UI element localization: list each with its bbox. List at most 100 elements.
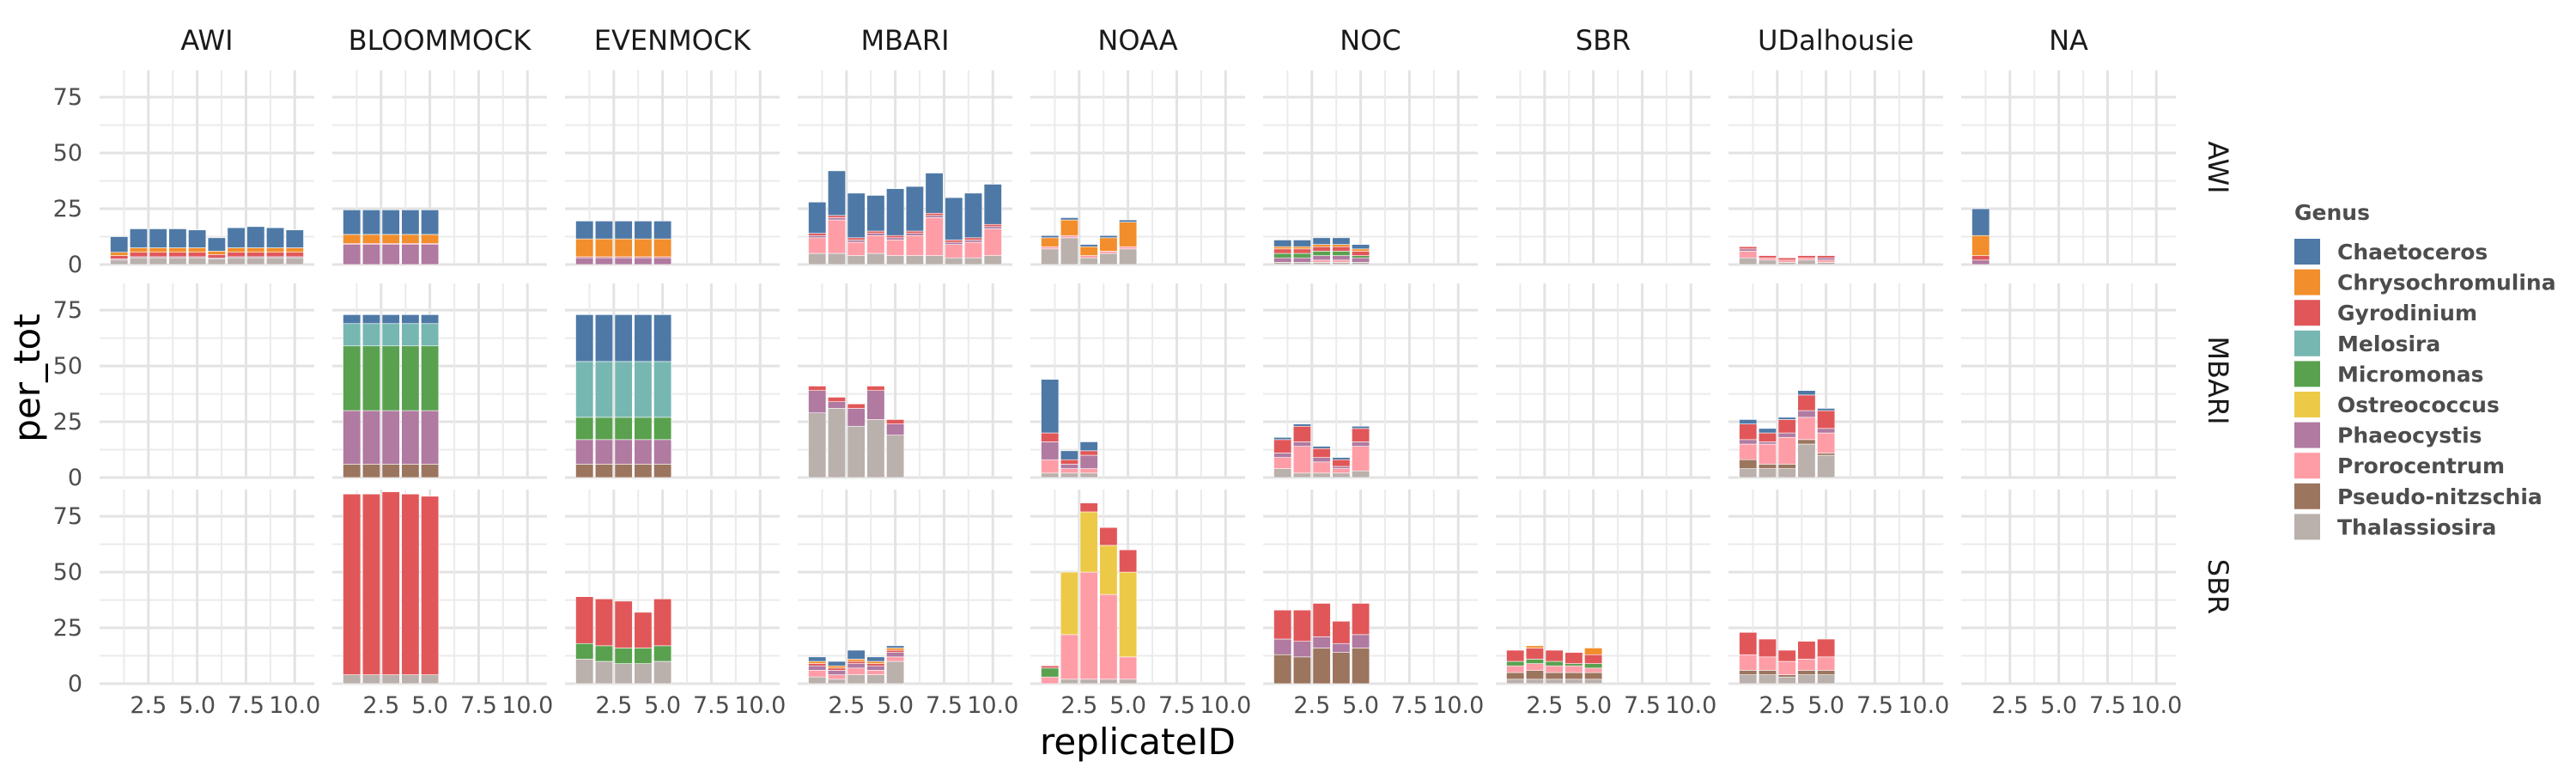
y-axis-tick-labels: 0 25 50 75 0 25 50 75 0 25 50 75 [53,84,82,697]
bar-segment-gyrodinium [594,598,613,647]
bar-segment-micromonas [634,648,653,664]
bar-segment-chaetoceros [1079,441,1098,452]
bar-segment-chaetoceros [361,210,380,235]
bar-segment-gyrodinium [1352,603,1370,636]
panel-grid [565,490,780,685]
bar-segment-chaetoceros [886,645,905,648]
bar-segment-prorocentrum [983,228,1002,256]
bar-segment-micromonas [1273,253,1292,259]
bar-segment-phaeocystis [866,390,885,420]
x-tick-label: 5.0 [411,692,448,719]
bar-segment-phaeocystis [1352,634,1370,648]
bar-segment-chrysochromulina [886,648,905,651]
bar-segment-gyrodinium [1312,447,1331,458]
bar-segment-melosira [381,323,400,347]
panel-awi-noc [1263,70,1478,266]
x-axis-title: replicateID [1040,721,1236,763]
bar-segment-gyrodinium [1797,255,1816,259]
bar-segment-gyrodinium [925,212,944,216]
y-tick-label: 75 [53,297,82,324]
panel-sbr-evenmock [565,490,780,685]
bar-segment-pseudo-nitzschia [1584,672,1603,680]
bar-segment-phaeocystis [1292,641,1311,658]
bar-segment-chrysochromulina [168,247,187,253]
bar-segment-prorocentrum [1739,251,1758,259]
bar-segment-chaetoceros [1817,408,1836,411]
bar-segment-chrysochromulina [188,247,207,253]
bar-segment-pseudo-nitzschia [1817,670,1836,675]
bar-segment-prorocentrum [1817,259,1836,263]
bar-segment-micromonas [421,345,440,411]
bars-awi-udalhousie [1739,246,1836,265]
legend-label: Prorocentrum [2337,453,2505,478]
y-tick-label: 25 [53,409,82,435]
bar-segment-melosira [653,361,672,418]
x-tick-label: 5.0 [877,692,914,719]
bar-segment-phaeocystis [1332,255,1351,261]
bar-segment-prorocentrum [1060,234,1078,239]
bar-segment-micromonas [401,345,420,411]
bar-segment-chrysochromulina [266,247,285,253]
bar-segment-thalassiosira [594,660,613,685]
bar-segment-prorocentrum [1817,656,1836,671]
y-tick-label: 50 [53,353,82,380]
bar-segment-prorocentrum [1506,665,1525,673]
legend-swatch [2294,392,2320,417]
bar-segment-gyrodinium [149,252,167,258]
bar-segment-phaeocystis [1352,441,1370,447]
bar-segment-chaetoceros [129,228,148,248]
bar-segment-chaetoceros [866,656,885,662]
bars-mbari-noc [1273,423,1370,478]
bar-segment-gyrodinium [827,667,846,671]
bar-segment-gyrodinium [1777,419,1796,434]
bar-segment-thalassiosira [1545,679,1564,685]
bar-segment-pseudo-nitzschia [1758,670,1777,675]
x-tick-label: 2.5 [1991,692,2028,719]
bar-segment-gyrodinium [808,233,827,236]
x-tick-label: 7.5 [2089,692,2126,719]
bar-segment-micromonas [1545,660,1564,666]
bar-segment-phaeocystis [847,408,866,427]
bars-mbari-evenmock [575,314,672,478]
bar-segment-gyrodinium [1777,649,1796,662]
bars-sbr-mbari [808,645,905,685]
panel-awi-udalhousie [1728,70,1943,266]
bar-segment-chaetoceros [1041,234,1060,239]
bar-segment-chrysochromulina [827,665,846,669]
panel-grid [1961,70,2176,266]
bar-segment-micromonas [614,417,633,441]
bar-segment-gyrodinium [1292,425,1311,442]
bar-segment-thalassiosira [886,660,905,685]
bar-segment-pseudo-nitzschia [1564,672,1583,680]
x-tick-label: 7.5 [1856,692,1893,719]
bar-segment-phaeocystis [1273,453,1292,458]
x-tick-label: 10.0 [501,692,553,719]
bar-segment-ostreococcus [1079,511,1098,573]
legend-swatch [2294,453,2320,479]
bar-segment-thalassiosira [1292,262,1311,265]
bar-segment-thalassiosira [1079,472,1098,478]
bar-segment-prorocentrum [964,241,983,259]
bar-segment-prorocentrum [925,217,944,256]
bar-segment-chrysochromulina [343,234,361,244]
bar-segment-gyrodinium [110,255,129,259]
bar-segment-gyrodinium [129,252,148,258]
bar-segment-phaeocystis [1739,439,1758,445]
legend-item-phaeocystis: Phaeocystis [2294,422,2482,448]
legend-label: Gyrodinium [2337,301,2477,326]
legend-item-gyrodinium: Gyrodinium [2294,300,2477,326]
bar-segment-chaetoceros [1352,425,1370,429]
bar-segment-chaetoceros [168,228,187,248]
bar-segment-phaeocystis [1739,248,1758,252]
bar-segment-micromonas [1041,667,1060,678]
y-tick-label: 0 [68,465,82,491]
bar-segment-gyrodinium [1273,248,1292,254]
bar-segment-thalassiosira [110,259,129,265]
x-tick-label: 5.0 [2040,692,2077,719]
bar-segment-phaeocystis [614,257,633,265]
bar-segment-pseudo-nitzschia [1777,674,1796,678]
bar-segment-gyrodinium [905,230,924,234]
bar-segment-prorocentrum [1079,571,1098,680]
x-tick-label: 5.0 [1109,692,1146,719]
